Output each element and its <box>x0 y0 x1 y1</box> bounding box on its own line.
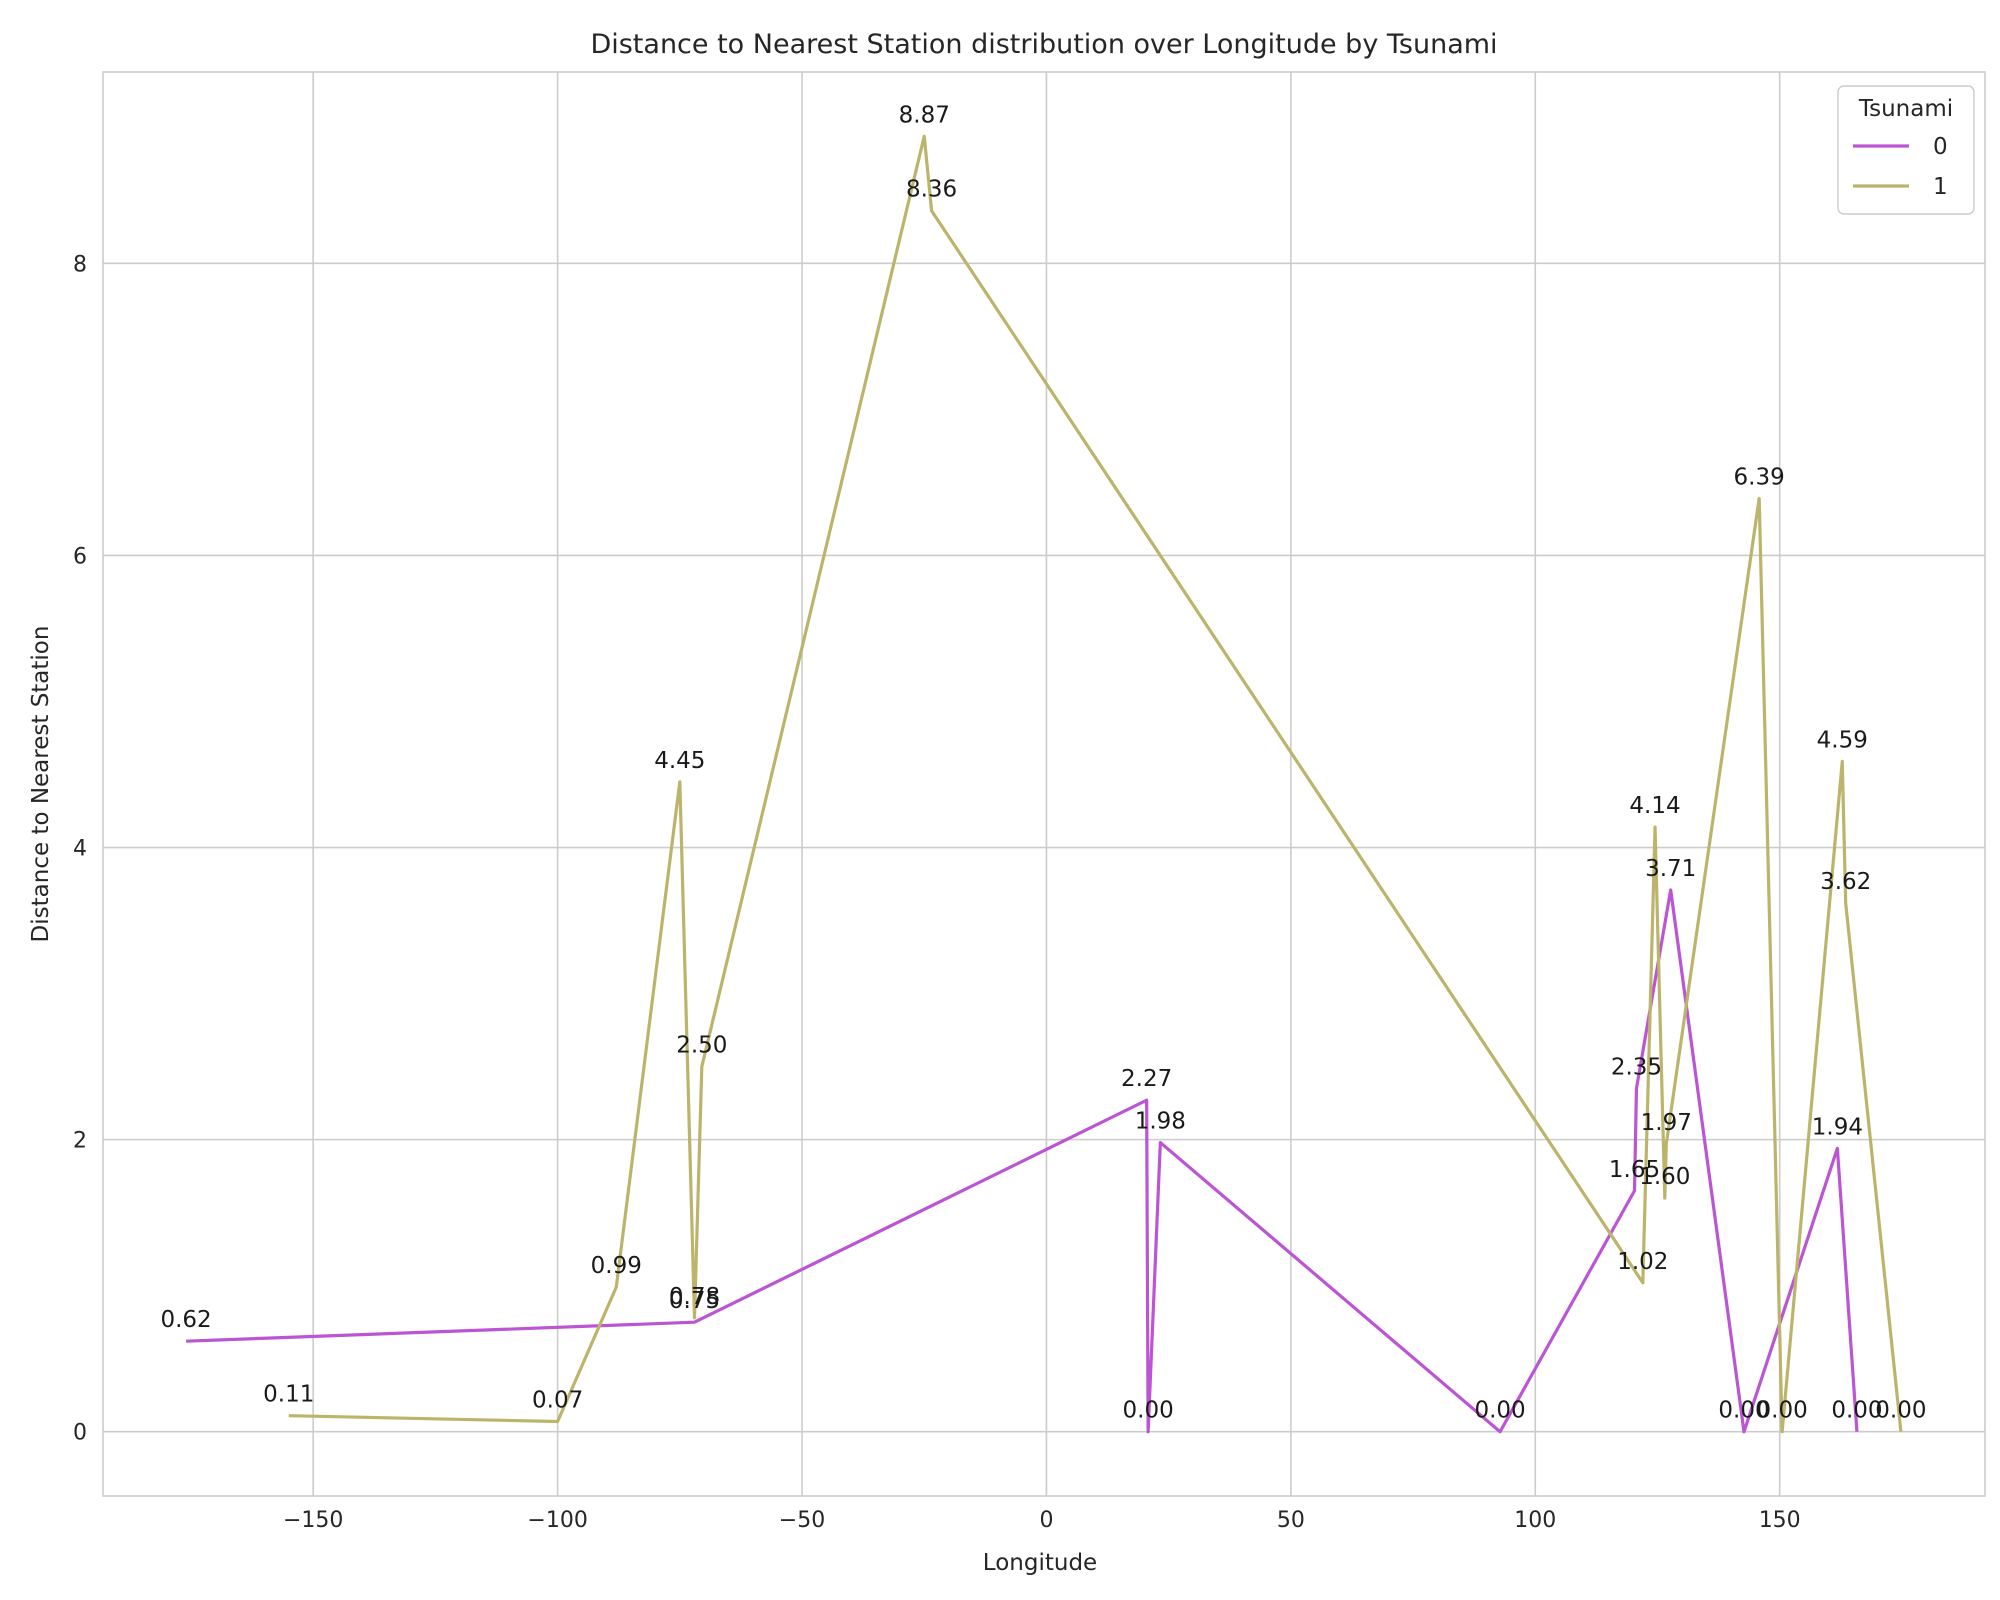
data-label: 0.00 <box>1474 1398 1525 1424</box>
x-axis-label: Longitude <box>983 1550 1097 1576</box>
data-label: 0.78 <box>669 1284 720 1310</box>
data-label: 4.59 <box>1817 727 1868 753</box>
x-tick-label: −50 <box>779 1508 825 1533</box>
data-label: 2.27 <box>1121 1066 1172 1092</box>
data-label: 3.62 <box>1820 869 1871 895</box>
plot-area-frame <box>102 71 1986 1497</box>
data-label: 2.50 <box>676 1033 727 1059</box>
data-label: 0.00 <box>1875 1398 1926 1424</box>
data-label: 0.00 <box>1757 1398 1808 1424</box>
data-label: 8.87 <box>899 102 950 128</box>
data-label: 1.94 <box>1812 1114 1863 1140</box>
x-tick-label: 100 <box>1514 1508 1556 1533</box>
y-tick-label: 2 <box>73 1129 87 1154</box>
legend-entry-series-1: 1 <box>1933 174 1948 200</box>
data-label: 0.00 <box>1718 1398 1769 1424</box>
data-label: 1.98 <box>1135 1109 1186 1135</box>
data-label: 0.07 <box>532 1388 583 1414</box>
y-axis-label: Distance to Nearest Station <box>28 626 54 943</box>
x-tick-label: 50 <box>1277 1508 1305 1533</box>
grid <box>103 72 1985 1496</box>
tick-labels: −150 −100 −50 0 50 100 150 0 2 4 6 8 <box>73 252 1801 1533</box>
x-tick-label: 150 <box>1759 1508 1801 1533</box>
data-label: 1.97 <box>1641 1110 1692 1136</box>
y-tick-label: 6 <box>73 544 87 569</box>
y-tick-label: 4 <box>73 837 87 862</box>
data-label: 1.65 <box>1609 1157 1660 1183</box>
data-label: 0.99 <box>591 1253 642 1279</box>
data-label: 1.02 <box>1617 1249 1668 1275</box>
x-tick-label: −150 <box>283 1508 343 1533</box>
series-lines <box>186 134 1903 1434</box>
y-tick-label: 0 <box>73 1421 87 1446</box>
data-label: 0.11 <box>263 1382 314 1408</box>
data-label: 8.36 <box>906 177 957 203</box>
y-tick-label: 8 <box>73 252 87 277</box>
series-line-1 <box>288 134 1903 1434</box>
data-label: 3.71 <box>1645 856 1696 882</box>
x-tick-label: 0 <box>1039 1508 1053 1533</box>
data-label: 6.39 <box>1734 464 1785 490</box>
legend-box <box>1837 85 1975 215</box>
legend: Tsunami 0 1 <box>1837 85 1975 215</box>
data-label: 0.62 <box>160 1307 211 1333</box>
data-label: 0.00 <box>1831 1398 1882 1424</box>
data-labels: 0.62 0.75 2.27 0.00 1.98 0.00 1.65 2.35 3.71 0.00… <box>160 102 1926 1423</box>
data-label: 0.75 <box>669 1288 720 1314</box>
x-tick-label: −100 <box>527 1508 587 1533</box>
data-label: 4.14 <box>1629 793 1680 819</box>
data-label: 0.00 <box>1123 1398 1174 1424</box>
data-label: 1.60 <box>1639 1164 1690 1190</box>
data-label: 4.45 <box>654 748 705 774</box>
data-label: 2.35 <box>1611 1055 1662 1081</box>
series-line-0 <box>186 888 1859 1434</box>
legend-entry-series-0: 0 <box>1933 134 1948 160</box>
chart-title: Distance to Nearest Station distribution… <box>590 29 1497 60</box>
legend-title: Tsunami <box>1858 96 1953 122</box>
